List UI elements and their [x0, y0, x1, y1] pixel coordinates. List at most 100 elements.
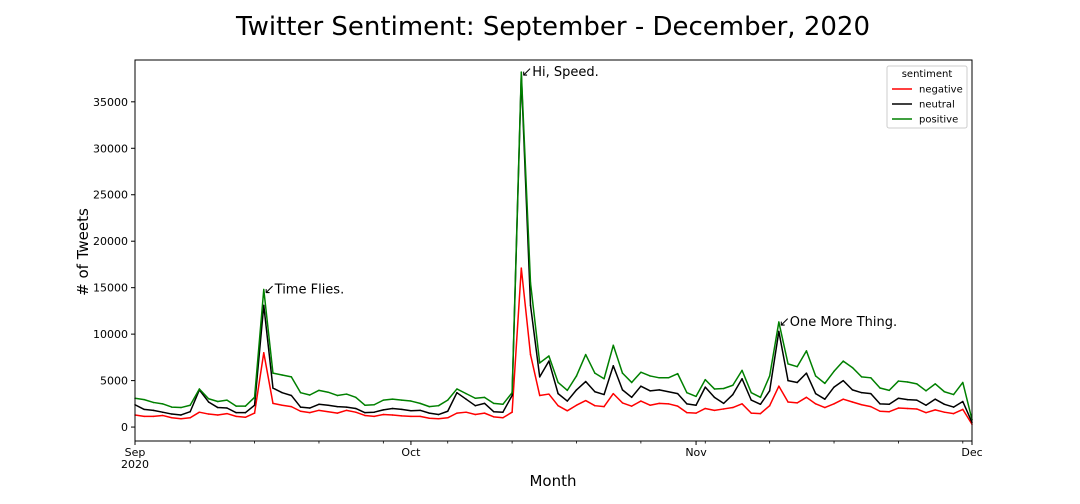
data-point-neutral [842, 379, 844, 382]
data-point-negative [686, 411, 688, 414]
data-point-positive [566, 389, 569, 392]
data-point-neutral [446, 410, 449, 413]
data-point-positive [906, 381, 909, 383]
data-point-neutral [575, 389, 578, 391]
data-point-positive [584, 353, 587, 356]
data-point-neutral [805, 372, 808, 374]
data-point-positive [548, 355, 550, 357]
data-point-neutral [465, 398, 467, 400]
data-point-neutral [207, 401, 210, 403]
chart-title: Twitter Sentiment: September - December,… [235, 12, 870, 42]
x-tick-label: Sep [125, 446, 146, 459]
data-point-positive [171, 406, 173, 408]
data-point-negative [906, 407, 909, 410]
data-point-neutral [584, 380, 587, 383]
data-point-positive [778, 321, 780, 323]
data-point-negative [548, 393, 550, 395]
data-point-negative [833, 403, 835, 405]
data-point-negative [741, 403, 743, 405]
legend-label-positive: positive [919, 115, 958, 126]
data-point-negative [180, 417, 182, 420]
data-point-positive [235, 405, 237, 407]
data-point-positive [750, 391, 752, 394]
data-point-negative [732, 406, 734, 409]
data-point-negative [336, 412, 339, 414]
data-point-negative [824, 406, 826, 409]
data-point-neutral [824, 398, 826, 400]
data-point-positive [842, 360, 844, 362]
data-point-neutral [759, 403, 762, 406]
data-point-negative [658, 402, 661, 405]
data-point-neutral [419, 409, 421, 412]
data-point-neutral [171, 413, 173, 415]
data-point-negative [787, 401, 789, 403]
data-point-neutral [722, 402, 725, 405]
data-point-negative [842, 398, 844, 400]
annotation-label: ↙Time Flies. [264, 283, 344, 298]
data-point-negative [465, 411, 467, 413]
data-point-neutral [373, 411, 375, 413]
data-point-negative [796, 402, 798, 404]
data-point-positive [814, 375, 817, 377]
data-point-neutral [428, 412, 431, 414]
data-point-negative [897, 407, 900, 409]
data-point-neutral [272, 387, 274, 389]
data-point-negative [428, 417, 431, 419]
data-point-negative [244, 416, 247, 419]
data-point-positive [695, 395, 697, 398]
data-point-neutral [235, 411, 237, 414]
data-point-positive [410, 400, 412, 402]
data-point-positive [796, 365, 798, 368]
data-point-negative [410, 415, 412, 418]
data-point-positive [851, 366, 854, 369]
data-point-negative [299, 410, 302, 413]
data-point-neutral [704, 386, 707, 388]
data-point-positive [391, 398, 394, 400]
x-axis-label: Month [529, 472, 576, 490]
data-point-positive [538, 362, 541, 364]
data-point-positive [336, 394, 339, 397]
data-point-negative [722, 408, 725, 410]
data-point-neutral [244, 411, 247, 414]
data-point-negative [916, 408, 918, 410]
data-point-negative [217, 414, 219, 416]
series-layer [134, 71, 973, 426]
data-point-neutral [833, 386, 835, 388]
data-point-positive [520, 71, 523, 73]
data-point-neutral [860, 391, 863, 394]
data-point-neutral [492, 410, 495, 413]
data-point-neutral [253, 404, 256, 406]
data-point-positive [456, 388, 458, 390]
annotation-label: ↙One More Thing. [779, 315, 897, 330]
data-point-neutral [768, 390, 771, 392]
data-point-neutral [952, 406, 955, 408]
data-point-positive [345, 393, 348, 395]
data-point-neutral [750, 399, 752, 401]
data-point-negative [750, 412, 752, 414]
data-point-negative [649, 404, 651, 406]
data-point-positive [272, 372, 274, 374]
data-point-neutral [382, 409, 385, 411]
data-point-positive [511, 391, 513, 394]
data-point-neutral [152, 409, 155, 412]
data-point-negative [870, 405, 872, 408]
data-point-positive [732, 384, 734, 386]
data-point-neutral [943, 403, 946, 406]
data-point-neutral [778, 330, 780, 333]
legend-title: sentiment [902, 69, 953, 80]
y-tick-label: 35000 [93, 96, 128, 109]
data-point-neutral [299, 406, 302, 408]
data-point-negative [529, 353, 532, 356]
data-point-negative [382, 413, 385, 416]
plot-frame [134, 59, 973, 442]
data-point-negative [419, 415, 421, 418]
data-point-positive [180, 406, 182, 409]
y-tick-label: 30000 [93, 142, 128, 155]
data-point-negative [640, 400, 642, 402]
data-point-neutral [787, 379, 789, 382]
y-axis-label: # of Tweets [74, 208, 92, 296]
data-point-negative [309, 411, 311, 414]
data-point-neutral [391, 407, 394, 410]
data-point-negative [943, 411, 946, 413]
